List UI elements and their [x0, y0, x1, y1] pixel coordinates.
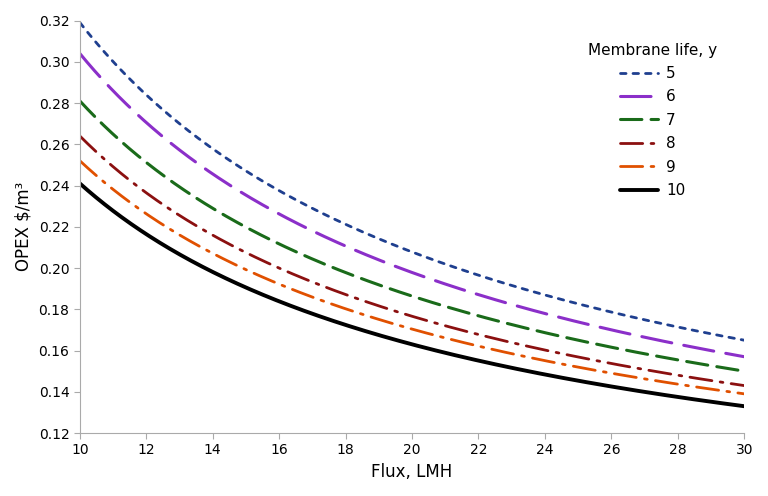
9 [143, 212, 152, 218]
9 [75, 158, 84, 164]
Line: 5: 5 [80, 22, 744, 340]
9 [344, 307, 353, 313]
7 [368, 280, 377, 286]
X-axis label: Flux, LMH: Flux, LMH [372, 463, 452, 481]
10 [143, 232, 152, 238]
5 [143, 93, 152, 99]
10 [368, 330, 377, 336]
8 [594, 358, 603, 364]
5 [594, 306, 603, 312]
6 [531, 308, 541, 314]
6 [740, 354, 749, 360]
6 [605, 326, 614, 332]
Legend: 5, 6, 7, 8, 9, 10: 5, 6, 7, 8, 9, 10 [582, 36, 723, 204]
9 [594, 368, 603, 374]
9 [605, 370, 614, 376]
7 [531, 327, 541, 333]
8 [143, 191, 152, 197]
8 [605, 360, 614, 366]
Line: 10: 10 [80, 184, 744, 406]
Line: 7: 7 [80, 101, 744, 371]
8 [531, 345, 541, 351]
5 [344, 223, 353, 229]
7 [605, 344, 614, 350]
6 [143, 121, 152, 127]
6 [594, 324, 603, 330]
10 [594, 381, 603, 387]
6 [75, 51, 84, 57]
Line: 9: 9 [80, 161, 744, 394]
9 [368, 314, 377, 320]
10 [531, 370, 541, 376]
Line: 8: 8 [80, 136, 744, 385]
Line: 6: 6 [80, 54, 744, 357]
5 [740, 337, 749, 343]
5 [75, 19, 84, 25]
10 [75, 181, 84, 186]
10 [344, 323, 353, 329]
8 [740, 382, 749, 388]
7 [75, 98, 84, 104]
10 [605, 383, 614, 389]
Y-axis label: OPEX $/m³: OPEX $/m³ [15, 182, 33, 271]
7 [143, 161, 152, 167]
8 [344, 293, 353, 299]
8 [368, 301, 377, 307]
10 [740, 403, 749, 409]
5 [605, 309, 614, 314]
9 [740, 391, 749, 397]
5 [368, 233, 377, 239]
7 [344, 271, 353, 277]
9 [531, 356, 541, 362]
7 [740, 368, 749, 374]
8 [75, 133, 84, 139]
5 [531, 290, 541, 296]
6 [344, 245, 353, 250]
6 [368, 254, 377, 260]
7 [594, 341, 603, 347]
